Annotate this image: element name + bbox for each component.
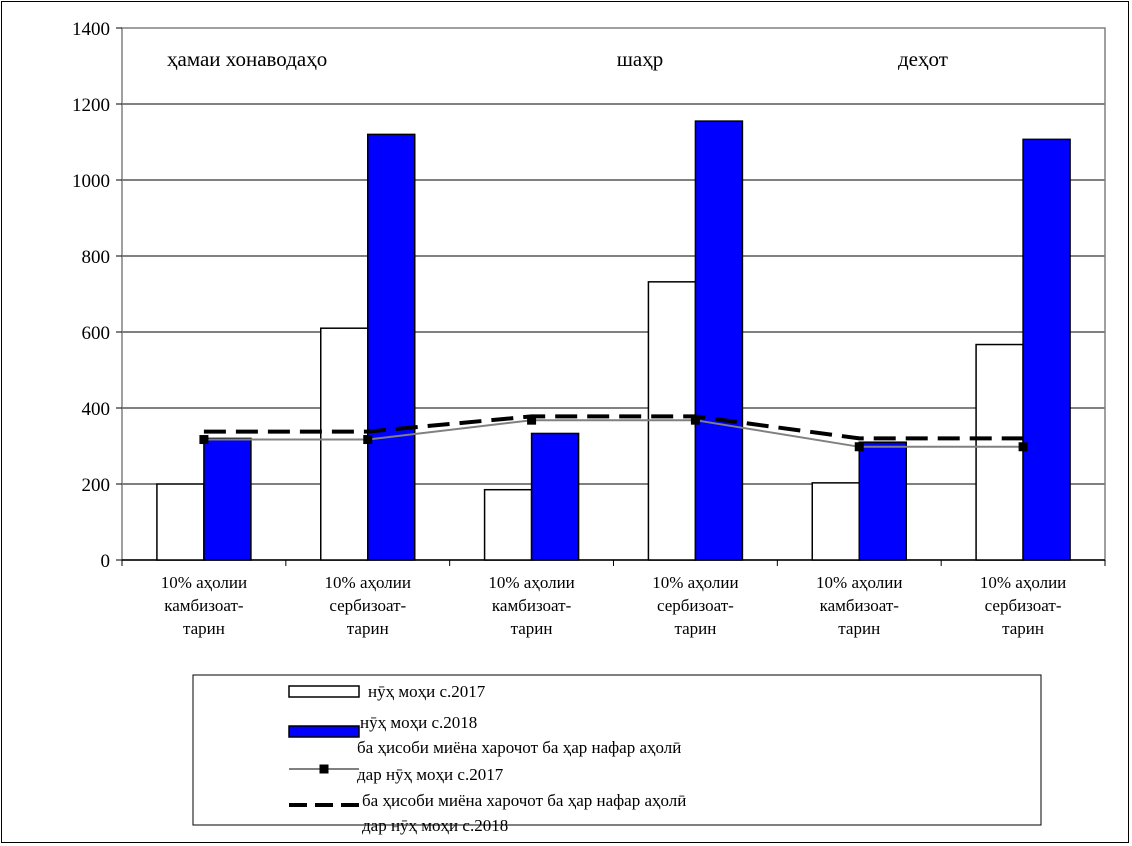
legend-swatch-2018 [288,725,360,738]
bar [975,343,1024,561]
category-label: тарин [183,619,225,638]
bar [203,437,252,561]
category-label: сербизоат- [657,596,734,615]
y-tick-label: 1000 [72,171,110,192]
bar [367,133,416,561]
category-label: 10% аҳолии [980,573,1066,592]
group-label: ҳамаи хонаводаҳо [167,47,327,71]
category-label: тарин [1002,619,1044,638]
y-axis: 0 200 400 600 800 1000 1200 1400 [72,19,1106,572]
gridlines [122,103,1105,485]
category-label: камбизоат- [492,596,572,615]
category-label: 10% аҳолии [488,573,574,592]
line-marker [527,415,537,425]
y-tick-label: 1400 [72,19,110,40]
category-label: камбизоат- [820,596,900,615]
group-label: шаҳр [617,47,664,71]
line-marker [199,435,209,445]
category-label: тарин [838,619,880,638]
bar [811,482,860,561]
category-label: 10% аҳолии [652,573,738,592]
category-label: 10% аҳолии [161,573,247,592]
group-label: деҳот [898,47,948,71]
category-label: 10% аҳолии [816,573,902,592]
category-label: тарин [347,619,389,638]
lines [199,414,1028,452]
bar [483,488,533,561]
line-marker [690,415,700,425]
legend-marker-2017 [319,764,329,774]
y-tick-label: 0 [101,551,111,572]
legend-label-avg-2017-line1: ба ҳисоби миёна харочот ба ҳар нафар аҳо… [357,738,681,757]
bar [694,120,744,561]
legend-label-2018: нӯҳ моҳи с.2018 [360,713,477,732]
group-labels: ҳамаи хонаводаҳо шаҳр деҳот [167,47,948,71]
category-label: тарин [511,619,553,638]
y-tick-label: 400 [82,399,111,420]
category-label: камбизоат- [164,596,244,615]
bar [858,441,907,561]
category-label: сербизоат- [985,596,1062,615]
category-label: тарин [674,619,716,638]
bar [1022,138,1071,561]
line-marker [854,442,864,452]
legend: нӯҳ моҳи с.2017 нӯҳ моҳи с.2018 ба ҳисоби … [192,674,1042,835]
plot-area [121,27,1106,561]
legend-label-avg-2018-line1: ба ҳисоби миёна харочот ба ҳар нафар аҳо… [362,791,686,810]
category-label: сербизоат- [329,596,406,615]
y-tick-label: 600 [82,323,111,344]
legend-label-avg-2018-line2: дар нӯҳ моҳи с.2018 [362,816,508,835]
y-tick-label: 200 [82,475,111,496]
bars [156,120,1071,561]
bar [320,327,369,561]
x-axis: 10% аҳолии камбизоат-тарин 10% аҳолии серби… [161,573,1067,638]
bar [530,432,580,561]
line-series-2018 [203,414,1024,441]
legend-swatch-2017 [288,685,360,698]
legend-label-2017: нӯҳ моҳи с.2017 [368,682,486,701]
line-series-2017 [203,419,1024,448]
category-label: 10% аҳолии [325,573,411,592]
legend-box [192,674,1042,826]
y-tick-label: 800 [82,247,111,268]
y-tick-label: 1200 [72,95,110,116]
bar [156,483,205,561]
line-marker [1018,442,1028,452]
legend-label-avg-2017-line2: дар нӯҳ моҳи с.2017 [357,765,504,784]
line-marker [363,435,373,445]
